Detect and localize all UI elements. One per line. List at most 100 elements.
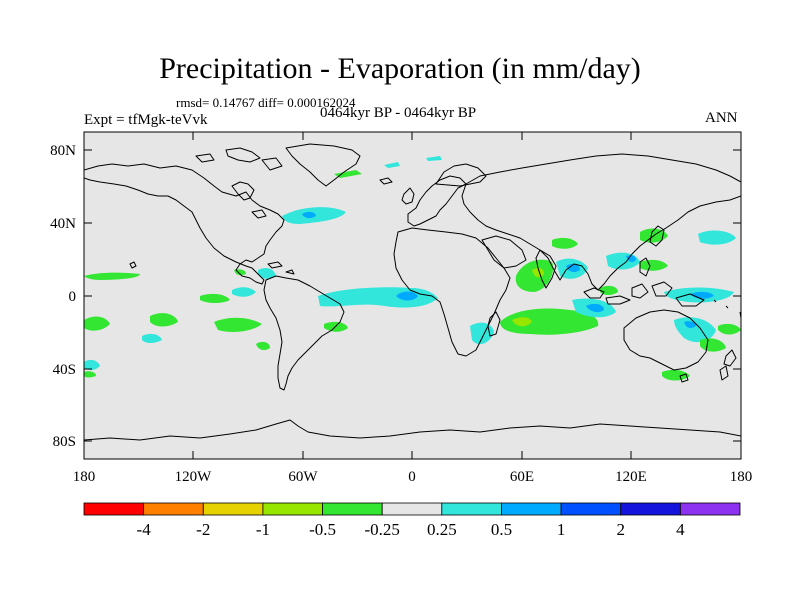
colorbar-label: 1 [557,520,566,539]
lon-label: 180 [73,469,96,485]
period-label: 0464kyr BP - 0464kyr BP [320,105,477,121]
coastlines [84,143,741,441]
lon-label: 120W [175,469,213,485]
coast-south-america [263,275,345,391]
contour-pacific-south-4 [142,333,162,343]
coast-uk [401,187,415,205]
contour-atlantic-core [396,291,418,301]
colorbar-swatch [322,502,383,516]
coast-madagascar [487,311,501,337]
lat-label: 80N [50,143,76,159]
contour-arctic-3 [384,162,400,168]
colorbar-labels: -4 -2 -1 -0.5 -0.25 0.25 0.5 1 2 4 [137,520,686,539]
contour-pacific-itcz [84,272,140,280]
contour-northwest-pacific [698,230,736,245]
contour-east-pacific-sm [256,341,270,351]
experiment-label: Expt = tfMgk-teVvk [84,112,208,128]
coast-japan [649,225,665,247]
coast-iceland [379,177,393,185]
coast-caribbean [267,261,295,275]
contour-arabian-core [532,267,544,278]
lat-label: 40S [53,362,76,378]
lat-ticks [84,149,741,442]
contour-east-pacific [232,287,256,297]
colorbar-swatch [262,502,323,516]
coast-great-lakes [251,209,267,219]
coast-hudson-bay [231,181,255,201]
contour-indian-core [586,303,604,313]
coast-scandinavia [435,163,487,187]
lat-label: 80S [53,434,76,450]
coast-tasmania [679,373,689,383]
stats-text: rmsd= 0.14767 diff= 0.000162024 [176,95,356,110]
colorbar-swatch [381,502,443,516]
coast-philippines [639,257,651,277]
contour-north-atlantic-core [302,211,316,219]
colorbar-swatch [143,502,204,516]
lat-label: 40N [50,216,76,232]
contour-philippine [640,259,668,271]
season-label: ANN [705,110,738,126]
colorbar-label: -0.25 [364,520,399,539]
contour-south-pacific-40s-b [84,371,96,378]
lon-label: 0 [408,469,416,485]
coast-australia [623,309,709,371]
colorbar-swatch [202,502,264,516]
colorbar [83,502,741,516]
coast-greenland [285,143,361,187]
colorbar-label: 4 [676,520,685,539]
lat-label: 0 [69,289,77,305]
lon-label: 180 [730,469,753,485]
contour-pacific-south-3 [214,317,262,332]
coast-arctic-islands [195,147,283,171]
contour-south-atlantic [324,321,348,332]
colorbar-swatch [501,502,562,516]
contour-arctic-1 [426,156,442,161]
contour-pacific-south-1 [84,316,110,331]
colorbar-swatch [620,502,681,516]
contour-bay-bengal-core [566,263,580,273]
colorbar-label: 2 [616,520,625,539]
contour-tasman [662,369,690,381]
colorbar-label: 0.5 [491,520,512,539]
lon-labels: 180 120W 60W 0 60E 120E 180 [73,469,753,485]
colorbar-label: 0.25 [427,520,457,539]
colorbar-label: -2 [196,520,210,539]
contour-south-indian [500,308,599,335]
colorbar-swatch [560,502,622,516]
colorbar-label: -0.5 [309,520,336,539]
colorbar-swatch [441,502,502,516]
contour-arctic-2 [334,170,362,178]
contour-pacific-east-band [200,293,230,303]
colorbar-label: -4 [137,520,152,539]
colorbar-swatch [679,502,741,516]
contour-india-north [552,237,578,249]
lon-label: 60E [510,469,534,485]
coast-north-america [84,163,285,285]
plot-title: Precipitation - Evaporation (in mm/day) [159,52,641,85]
coast-india [535,249,557,289]
contour-china-core [626,255,636,263]
colorbar-label: -1 [256,520,270,539]
coast-africa [393,227,511,357]
contour-spcz-core [684,321,696,329]
colorbar-swatch [83,502,145,516]
coast-indonesia [583,281,705,307]
coast-new-zealand [719,349,737,381]
coast-antarctica [84,419,741,441]
contour-east-equatorial-strip [718,323,741,335]
coast-hawaii [129,261,137,269]
contour-south-indian-core [512,317,532,327]
lat-labels: 80N 40N 0 40S 80S [50,143,76,450]
contour-indonesia [600,285,618,295]
coast-europe [407,175,467,227]
coast-arabia [481,235,527,269]
contour-fills [84,156,741,381]
lon-ticks [83,132,742,459]
contour-caribbean [258,268,276,279]
lon-label: 60W [288,469,318,485]
contour-south-pacific-40s [84,359,100,370]
lon-label: 120E [615,469,647,485]
contour-pacific-south-2 [150,313,178,327]
